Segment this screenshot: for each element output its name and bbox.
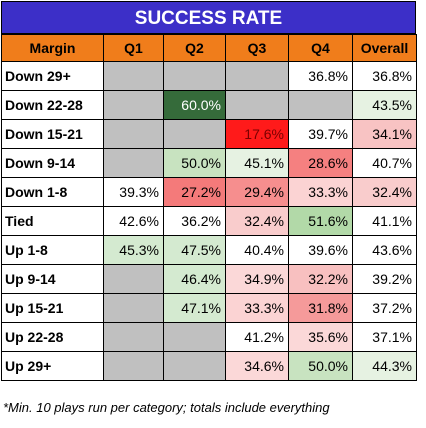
table-row: Up 29+ 34.6% 50.0% 44.3% — [1, 351, 417, 381]
cell-overall: 36.8% — [352, 61, 417, 91]
cell-q1: 42.6% — [103, 206, 164, 236]
header-q2: Q2 — [163, 34, 226, 62]
row-label: Tied — [1, 206, 104, 236]
cell-q4: 32.2% — [288, 264, 353, 294]
cell-overall: 41.1% — [352, 206, 417, 236]
cell-q2 — [163, 119, 226, 149]
row-label: Up 29+ — [1, 351, 104, 381]
cell-q3: 17.6% — [225, 119, 289, 149]
cell-q1 — [103, 264, 164, 294]
cell-q3: 40.4% — [225, 235, 289, 265]
cell-overall: 43.6% — [352, 235, 417, 265]
cell-overall: 39.2% — [352, 264, 417, 294]
footnote: *Min. 10 plays run per category; totals … — [3, 400, 330, 415]
table-row: Down 22-28 60.0% 43.5% — [1, 90, 417, 120]
cell-q3: 41.2% — [225, 322, 289, 352]
cell-overall: 40.7% — [352, 148, 417, 178]
row-label: Up 15-21 — [1, 293, 104, 323]
header-row: Margin Q1 Q2 Q3 Q4 Overall — [1, 34, 417, 62]
cell-q1 — [103, 90, 164, 120]
cell-q1 — [103, 351, 164, 381]
row-label: Up 22-28 — [1, 322, 104, 352]
cell-q3: 29.4% — [225, 177, 289, 207]
cell-q4: 33.3% — [288, 177, 353, 207]
cell-q1 — [103, 148, 164, 178]
row-label: Down 15-21 — [1, 119, 104, 149]
cell-q3: 45.1% — [225, 148, 289, 178]
cell-q2: 27.2% — [163, 177, 226, 207]
cell-overall: 44.3% — [352, 351, 417, 381]
table-row: Up 22-28 41.2% 35.6% 37.1% — [1, 322, 417, 352]
cell-overall: 37.2% — [352, 293, 417, 323]
table-row: Down 29+ 36.8% 36.8% — [1, 61, 417, 91]
table-row: Up 1-8 45.3% 47.5% 40.4% 39.6% 43.6% — [1, 235, 417, 265]
row-label: Down 29+ — [1, 61, 104, 91]
success-rate-table-container: SUCCESS RATE Margin Q1 Q2 Q3 Q4 Overall … — [1, 1, 417, 381]
table-row: Down 9-14 50.0% 45.1% 28.6% 40.7% — [1, 148, 417, 178]
cell-q3 — [225, 90, 289, 120]
cell-overall: 37.1% — [352, 322, 417, 352]
cell-q2: 36.2% — [163, 206, 226, 236]
cell-q1 — [103, 293, 164, 323]
table-row: Up 15-21 47.1% 33.3% 31.8% 37.2% — [1, 293, 417, 323]
cell-q3: 34.6% — [225, 351, 289, 381]
cell-q1 — [103, 119, 164, 149]
cell-q2: 47.5% — [163, 235, 226, 265]
header-q4: Q4 — [288, 34, 353, 62]
table-row: Down 1-8 39.3% 27.2% 29.4% 33.3% 32.4% — [1, 177, 417, 207]
cell-q2 — [163, 322, 226, 352]
cell-q4 — [288, 90, 353, 120]
cell-q3: 34.9% — [225, 264, 289, 294]
cell-q1 — [103, 322, 164, 352]
table-body: Down 29+ 36.8% 36.8% Down 22-28 60.0% 43.5% Do… — [1, 61, 417, 381]
row-label: Down 9-14 — [1, 148, 104, 178]
cell-q1 — [103, 61, 164, 91]
cell-q2: 60.0% — [163, 90, 226, 120]
header-q3: Q3 — [225, 34, 289, 62]
table-row: Up 9-14 46.4% 34.9% 32.2% 39.2% — [1, 264, 417, 294]
cell-overall: 32.4% — [352, 177, 417, 207]
cell-q2: 50.0% — [163, 148, 226, 178]
cell-overall: 43.5% — [352, 90, 417, 120]
header-q1: Q1 — [103, 34, 164, 62]
cell-q1: 45.3% — [103, 235, 164, 265]
row-label: Up 1-8 — [1, 235, 104, 265]
cell-q2 — [163, 351, 226, 381]
cell-q1: 39.3% — [103, 177, 164, 207]
row-label: Down 1-8 — [1, 177, 104, 207]
cell-q4: 50.0% — [288, 351, 353, 381]
cell-q2 — [163, 61, 226, 91]
cell-q4: 39.6% — [288, 235, 353, 265]
cell-q4: 35.6% — [288, 322, 353, 352]
cell-overall: 34.1% — [352, 119, 417, 149]
success-rate-table: Margin Q1 Q2 Q3 Q4 Overall Down 29+ 36.8%… — [1, 34, 417, 381]
table-title: SUCCESS RATE — [1, 1, 416, 34]
cell-q4: 36.8% — [288, 61, 353, 91]
cell-q2: 47.1% — [163, 293, 226, 323]
header-margin: Margin — [1, 34, 104, 62]
row-label: Up 9-14 — [1, 264, 104, 294]
row-label: Down 22-28 — [1, 90, 104, 120]
cell-q3: 32.4% — [225, 206, 289, 236]
table-row: Down 15-21 17.6% 39.7% 34.1% — [1, 119, 417, 149]
cell-q4: 28.6% — [288, 148, 353, 178]
cell-q4: 39.7% — [288, 119, 353, 149]
cell-q3: 33.3% — [225, 293, 289, 323]
table-row: Tied 42.6% 36.2% 32.4% 51.6% 41.1% — [1, 206, 417, 236]
cell-q2: 46.4% — [163, 264, 226, 294]
cell-q4: 31.8% — [288, 293, 353, 323]
cell-q4: 51.6% — [288, 206, 353, 236]
cell-q3 — [225, 61, 289, 91]
header-overall: Overall — [352, 34, 417, 62]
